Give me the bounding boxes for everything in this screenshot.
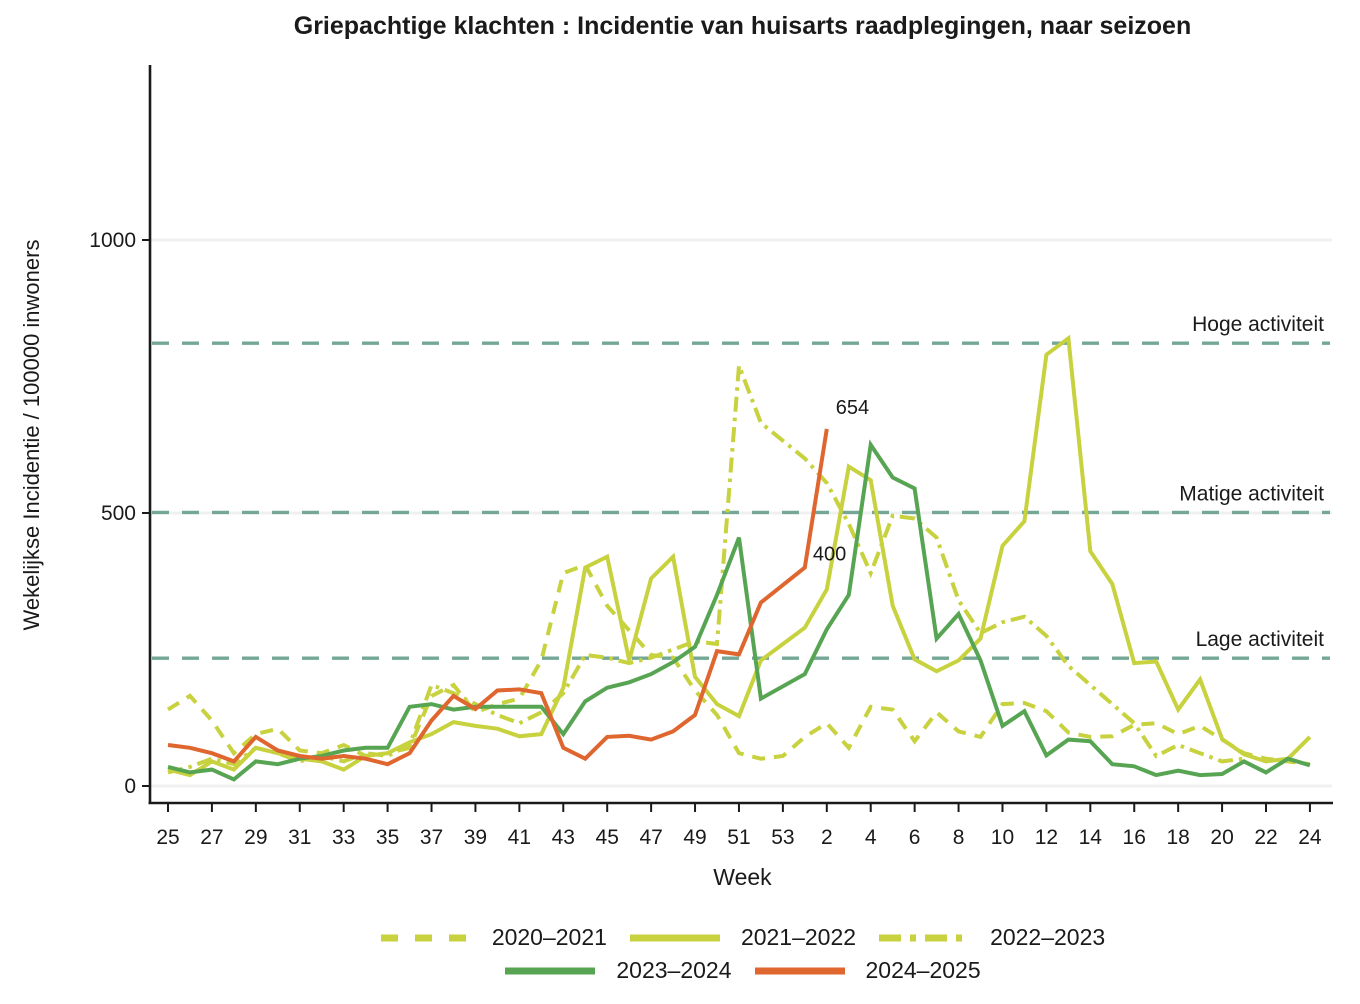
series-line-2023-2024 [167,439,1311,782]
legend-item-2024-2025: 2024–2025 [754,957,981,984]
x-tick-label: 12 [1035,826,1058,849]
y-tick-label: 1000 [89,229,136,252]
y-tick-label: 0 [124,775,136,798]
x-tick-label: 14 [1079,826,1103,849]
series-line-2022-2023 [167,364,1245,775]
chart-title: Griepachtige klachten : Incidentie van h… [293,12,1192,40]
legend-line-swatch [380,934,471,941]
series-line-2021-2022 [167,334,1312,778]
legend-item-2023-2024: 2023–2024 [504,957,732,984]
annotation-label: 654 [836,397,869,419]
legend-line-swatch [629,934,720,941]
x-tick-label: 8 [953,826,965,849]
x-tick-label: 45 [596,826,619,849]
x-tick-label: 2 [821,826,833,849]
legend-label: 2024–2025 [865,957,981,983]
legend-label: 2020–2021 [491,924,607,950]
threshold-label: Hoge activiteit [1192,313,1324,336]
x-tick-label: 16 [1123,826,1146,849]
series-line-2020-2021 [166,562,1311,767]
x-tick-label: 33 [332,826,355,849]
threshold-label: Lage activiteit [1196,628,1325,651]
x-tick-label: 39 [464,826,487,849]
legend-line-swatch [505,967,596,974]
legend-line-swatch [879,934,970,941]
annotation-label: 400 [813,544,846,566]
x-tick-label: 18 [1166,826,1189,849]
x-tick-label: 20 [1210,826,1233,849]
x-tick-label: 51 [727,826,750,849]
x-tick-label: 27 [200,826,223,849]
legend-label: 2021–2022 [740,924,857,950]
x-tick-label: 29 [244,826,267,849]
legend-label: 2022–2023 [990,924,1106,950]
legend: 2020–2021 2021–2022 2022–2023 2023–2024 202… [150,924,1335,984]
x-tick-label: 47 [639,826,662,849]
x-tick-label: 49 [683,826,706,849]
x-tick-label: 43 [552,826,575,849]
threshold-label: Matige activiteit [1179,482,1324,505]
x-tick-label: 53 [771,826,794,849]
x-tick-label: 41 [508,826,531,849]
x-tick-label: 10 [991,826,1014,849]
legend-row: 2020–2021 2021–2022 2022–2023 [369,924,1116,951]
legend-line-swatch [754,967,845,974]
series-line-2024-2025 [167,428,829,767]
x-tick-label: 31 [288,826,311,849]
y-tick-label: 500 [101,502,136,525]
x-tick-label: 24 [1298,826,1322,849]
legend-row: 2023–2024 2024–2025 [493,957,991,984]
x-tick-label: 22 [1254,826,1277,849]
x-tick-label: 6 [909,826,921,849]
x-axis-title: Week [713,864,772,890]
legend-label: 2023–2024 [616,957,732,983]
legend-item-2020-2021: 2020–2021 [380,924,607,951]
legend-item-2021-2022: 2021–2022 [629,924,856,951]
x-tick-label: 37 [420,826,443,849]
x-tick-label: 25 [156,826,179,849]
legend-item-2022-2023: 2022–2023 [878,924,1105,951]
x-tick-label: 4 [865,826,877,849]
x-tick-label: 35 [376,826,399,849]
